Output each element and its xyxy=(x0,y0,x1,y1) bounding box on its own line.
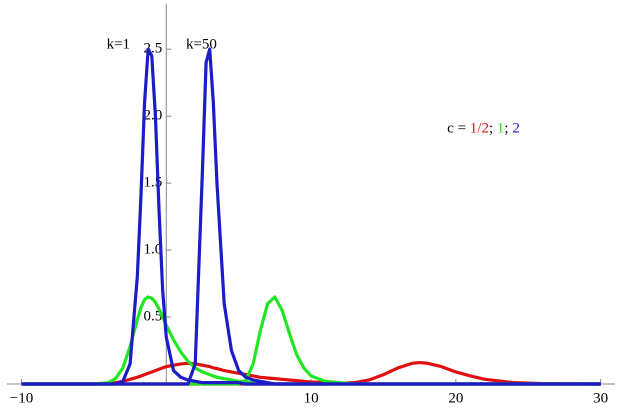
annotation: k=1 xyxy=(107,37,130,53)
note-part: 2 xyxy=(512,121,520,137)
y-tick-label: 1.0 xyxy=(144,242,163,258)
x-tick-label: 20 xyxy=(448,390,463,406)
curve xyxy=(21,295,601,386)
note-part: ; xyxy=(489,121,497,137)
note-part: 1/2 xyxy=(470,121,489,137)
y-tick-label: 0.5 xyxy=(144,308,163,324)
curve xyxy=(21,47,601,386)
x-tick-label: −10 xyxy=(10,390,33,406)
note-part: c = xyxy=(447,121,470,137)
x-tick-label: 30 xyxy=(593,390,608,406)
curve xyxy=(21,295,601,386)
note: c = 1/2; 1; 2 xyxy=(447,121,520,137)
note-part: ; xyxy=(504,121,512,137)
x-tick-label: 10 xyxy=(304,390,319,406)
y-tick-label: 2.0 xyxy=(144,108,163,124)
curve xyxy=(21,47,601,386)
note-part: 1 xyxy=(497,121,505,137)
annotation: k=50 xyxy=(186,37,217,53)
